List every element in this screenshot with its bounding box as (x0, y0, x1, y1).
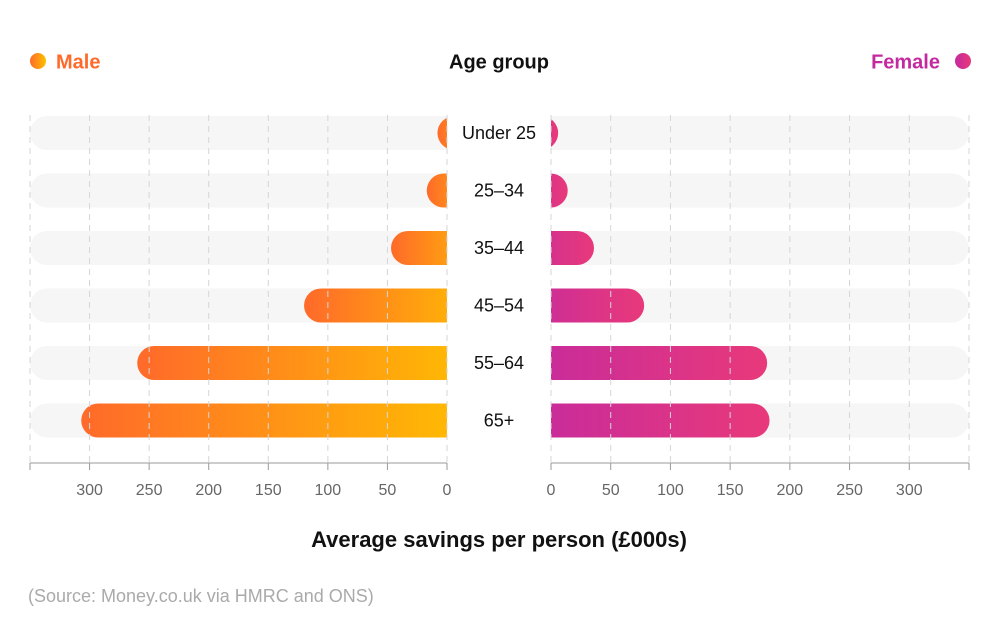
bar-track (30, 173, 447, 208)
bar-track (551, 116, 969, 150)
female-bar (551, 173, 568, 208)
male-bar (391, 231, 447, 265)
x-tick-label: 300 (76, 482, 103, 499)
bar-track (30, 116, 447, 150)
x-tick-label: 0 (443, 482, 452, 499)
category-label: 25–34 (474, 180, 524, 200)
female-bar (551, 288, 645, 323)
bar-track (551, 231, 969, 265)
category-label: 65+ (484, 410, 515, 430)
x-axis-title: Average savings per person (£000s) (311, 527, 687, 552)
legend-dot (955, 53, 971, 69)
x-tick-label: 50 (602, 482, 620, 499)
bar-track (30, 231, 447, 265)
x-tick-label: 150 (255, 482, 282, 499)
legend-label: Male (56, 51, 100, 73)
female-bar (551, 403, 770, 438)
x-tick-label: 150 (717, 482, 744, 499)
male-bar (304, 288, 447, 323)
x-tick-label: 250 (136, 482, 163, 499)
category-header: Age group (449, 51, 549, 73)
x-tick-label: 200 (195, 482, 222, 499)
x-tick-label: 300 (896, 482, 923, 499)
legend-label: Female (871, 51, 940, 73)
right-panel (551, 116, 969, 438)
male-bar (81, 403, 447, 438)
category-label: 45–54 (474, 295, 524, 315)
category-label: 55–64 (474, 353, 524, 373)
female-bar (551, 231, 594, 265)
x-tick-label: 200 (777, 482, 804, 499)
male-bar (426, 173, 447, 208)
x-tick-label: 100 (657, 482, 684, 499)
female-bar (551, 119, 559, 147)
x-tick-label: 0 (547, 482, 556, 499)
category-label: 35–44 (474, 238, 524, 258)
bar-track (551, 173, 969, 208)
male-bar (437, 117, 447, 149)
x-tick-label: 50 (379, 482, 397, 499)
left-panel (30, 116, 447, 438)
legend-dot (30, 53, 46, 69)
source-note: (Source: Money.co.uk via HMRC and ONS) (28, 586, 374, 606)
female-bar (551, 346, 768, 380)
bar-track (551, 288, 969, 323)
x-tick-label: 100 (315, 482, 342, 499)
x-tick-label: 250 (836, 482, 863, 499)
male-bar (137, 346, 447, 380)
category-label: Under 25 (462, 123, 536, 143)
